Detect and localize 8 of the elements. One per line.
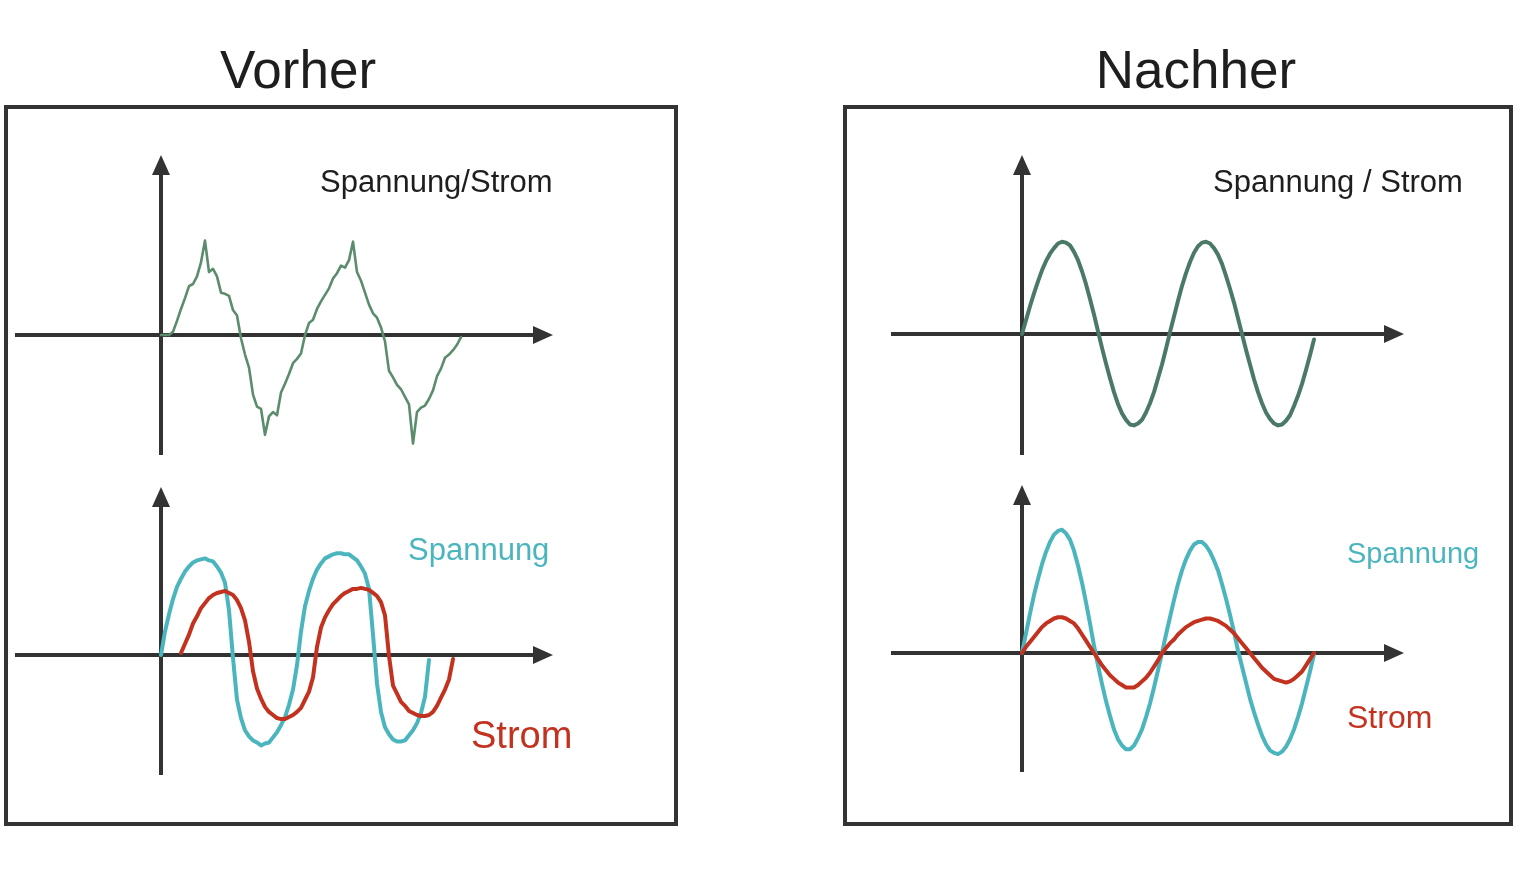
- y-axis-title: Spannung/Strom: [320, 164, 553, 199]
- y-axis-title: Spannung / Strom: [1213, 164, 1463, 199]
- chart-title: Vorher: [219, 40, 377, 99]
- chart-title: Nachher: [1095, 40, 1297, 99]
- text: Spannung: [1347, 537, 1480, 569]
- series-label: Strom: [471, 714, 573, 756]
- series-label: Strom: [1347, 699, 1433, 735]
- series-label: Spannung: [408, 532, 550, 567]
